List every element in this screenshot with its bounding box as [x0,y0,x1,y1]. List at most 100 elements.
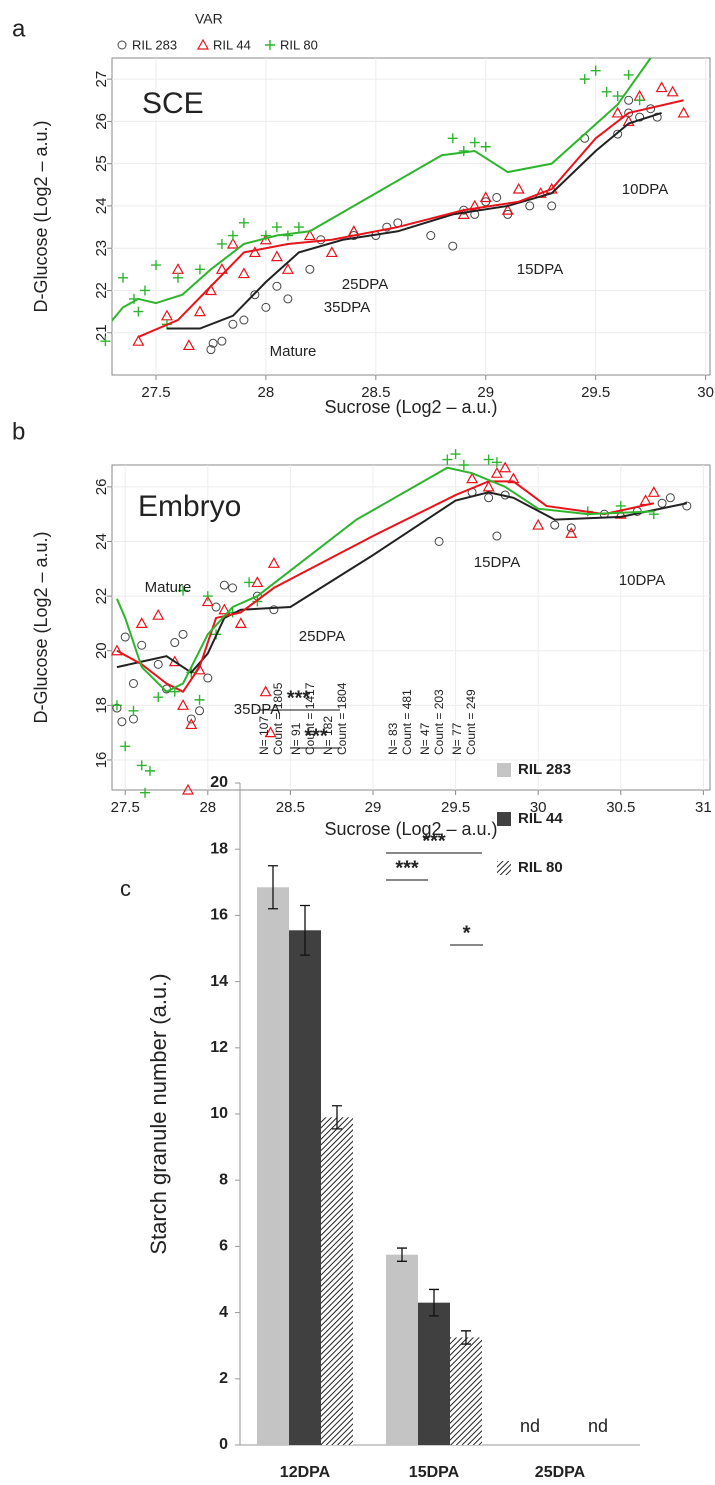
trend-line [166,111,662,330]
x-tick-label: 28.5 [361,384,390,401]
sample-label: Count = 481 [400,689,414,755]
plot-area [111,464,711,791]
point [178,629,188,639]
y-tick-label: 16 [210,907,228,924]
point [120,632,130,642]
point [281,263,294,274]
point [216,238,227,249]
point [267,557,280,568]
y-tick-label: 24 [93,533,110,550]
y-axis-title: D-Glucose (Log2 – a.u.) [31,531,51,723]
y-tick-label: 6 [219,1238,228,1255]
trend-line [116,480,655,693]
panel-label: b [12,418,25,445]
y-tick-label: 24 [93,198,110,215]
sample-label: N= 77 [450,722,464,755]
sample-label: Count = 1805 [271,682,285,755]
bar [386,1254,418,1445]
x-axis-title: Sucrose (Log2 – a.u.) [324,397,497,417]
significance-label: *** [395,857,419,879]
annotation: 35DPA [324,299,370,316]
point [152,608,165,620]
x-axis-title: Sucrose (Log2 – a.u.) [324,819,497,839]
bar [450,1337,482,1445]
point [507,472,520,484]
point [137,640,147,650]
point [219,580,229,590]
point [227,230,238,241]
y-tick-label: 12 [210,1039,228,1056]
point [128,678,138,688]
error-bar [300,904,310,956]
x-tick-label: 27.5 [141,384,170,401]
point [480,141,491,152]
panel-label: a [12,15,26,42]
sample-label: N= 91 [289,722,303,755]
point [382,222,392,232]
point [635,112,645,122]
annotation: 15DPA [517,261,563,278]
point [458,460,469,470]
point [305,264,315,274]
y-tick-label: 16 [93,752,110,769]
point [111,700,122,711]
sample-label: Count = 249 [464,689,478,755]
legend-marker [265,40,275,50]
point [237,267,250,279]
x-tick-label: 27.5 [111,799,140,816]
point [647,486,660,497]
point [666,85,679,97]
point [469,137,480,148]
bar [289,930,321,1445]
point [218,603,231,615]
annotation: Mature [270,343,317,360]
point [532,518,545,530]
point [492,192,502,202]
point [215,263,228,274]
point [283,294,293,304]
point [612,91,623,102]
value-label: nd [588,1416,608,1436]
legend-label: RIL 44 [518,810,563,827]
point [270,250,283,262]
point [447,133,458,144]
error-bar [461,1330,471,1345]
point [203,673,213,683]
point [682,501,692,511]
point [186,714,196,724]
significance-label: *** [304,725,328,747]
point [565,527,578,538]
significance-label: *** [287,687,311,709]
legend-label: RIL 44 [213,37,251,52]
point [128,705,139,716]
point [140,787,151,798]
point [181,783,195,795]
point [139,285,150,296]
panel-label: c [120,876,131,901]
annotation: 25DPA [342,276,388,293]
point [426,231,436,241]
y-axis-title: Starch granule number (a.u.) [146,973,171,1254]
point [479,191,492,203]
x-tick-label: 15DPA [409,1464,460,1481]
sample-label: N= 107 [257,716,271,755]
point [512,182,525,194]
point [665,493,675,503]
point [135,617,148,629]
point [132,334,145,346]
point [244,577,255,588]
sample-label: N= 182 [321,716,335,755]
point [217,336,227,346]
point [117,272,128,283]
point [303,229,316,241]
point [525,201,535,211]
significance-label: *** [422,830,446,852]
x-tick-label: 30 [697,384,714,401]
annotation: 10DPA [619,572,665,589]
point [208,338,218,348]
point [239,315,249,325]
x-tick-label: 30 [530,799,547,816]
annotation: 35DPA [234,701,280,718]
point [177,699,190,710]
